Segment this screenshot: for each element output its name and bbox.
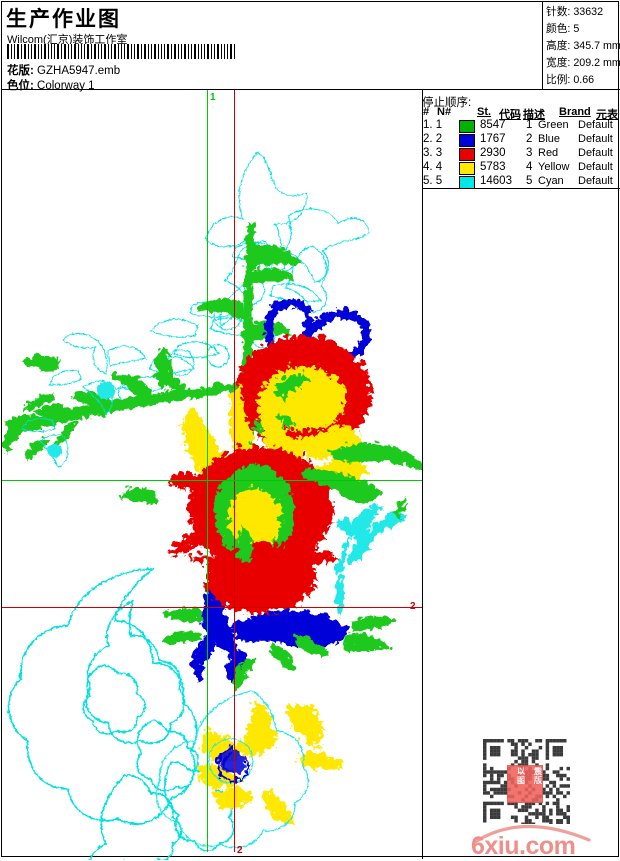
svg-text:6xiu.com: 6xiu.com (471, 832, 575, 858)
